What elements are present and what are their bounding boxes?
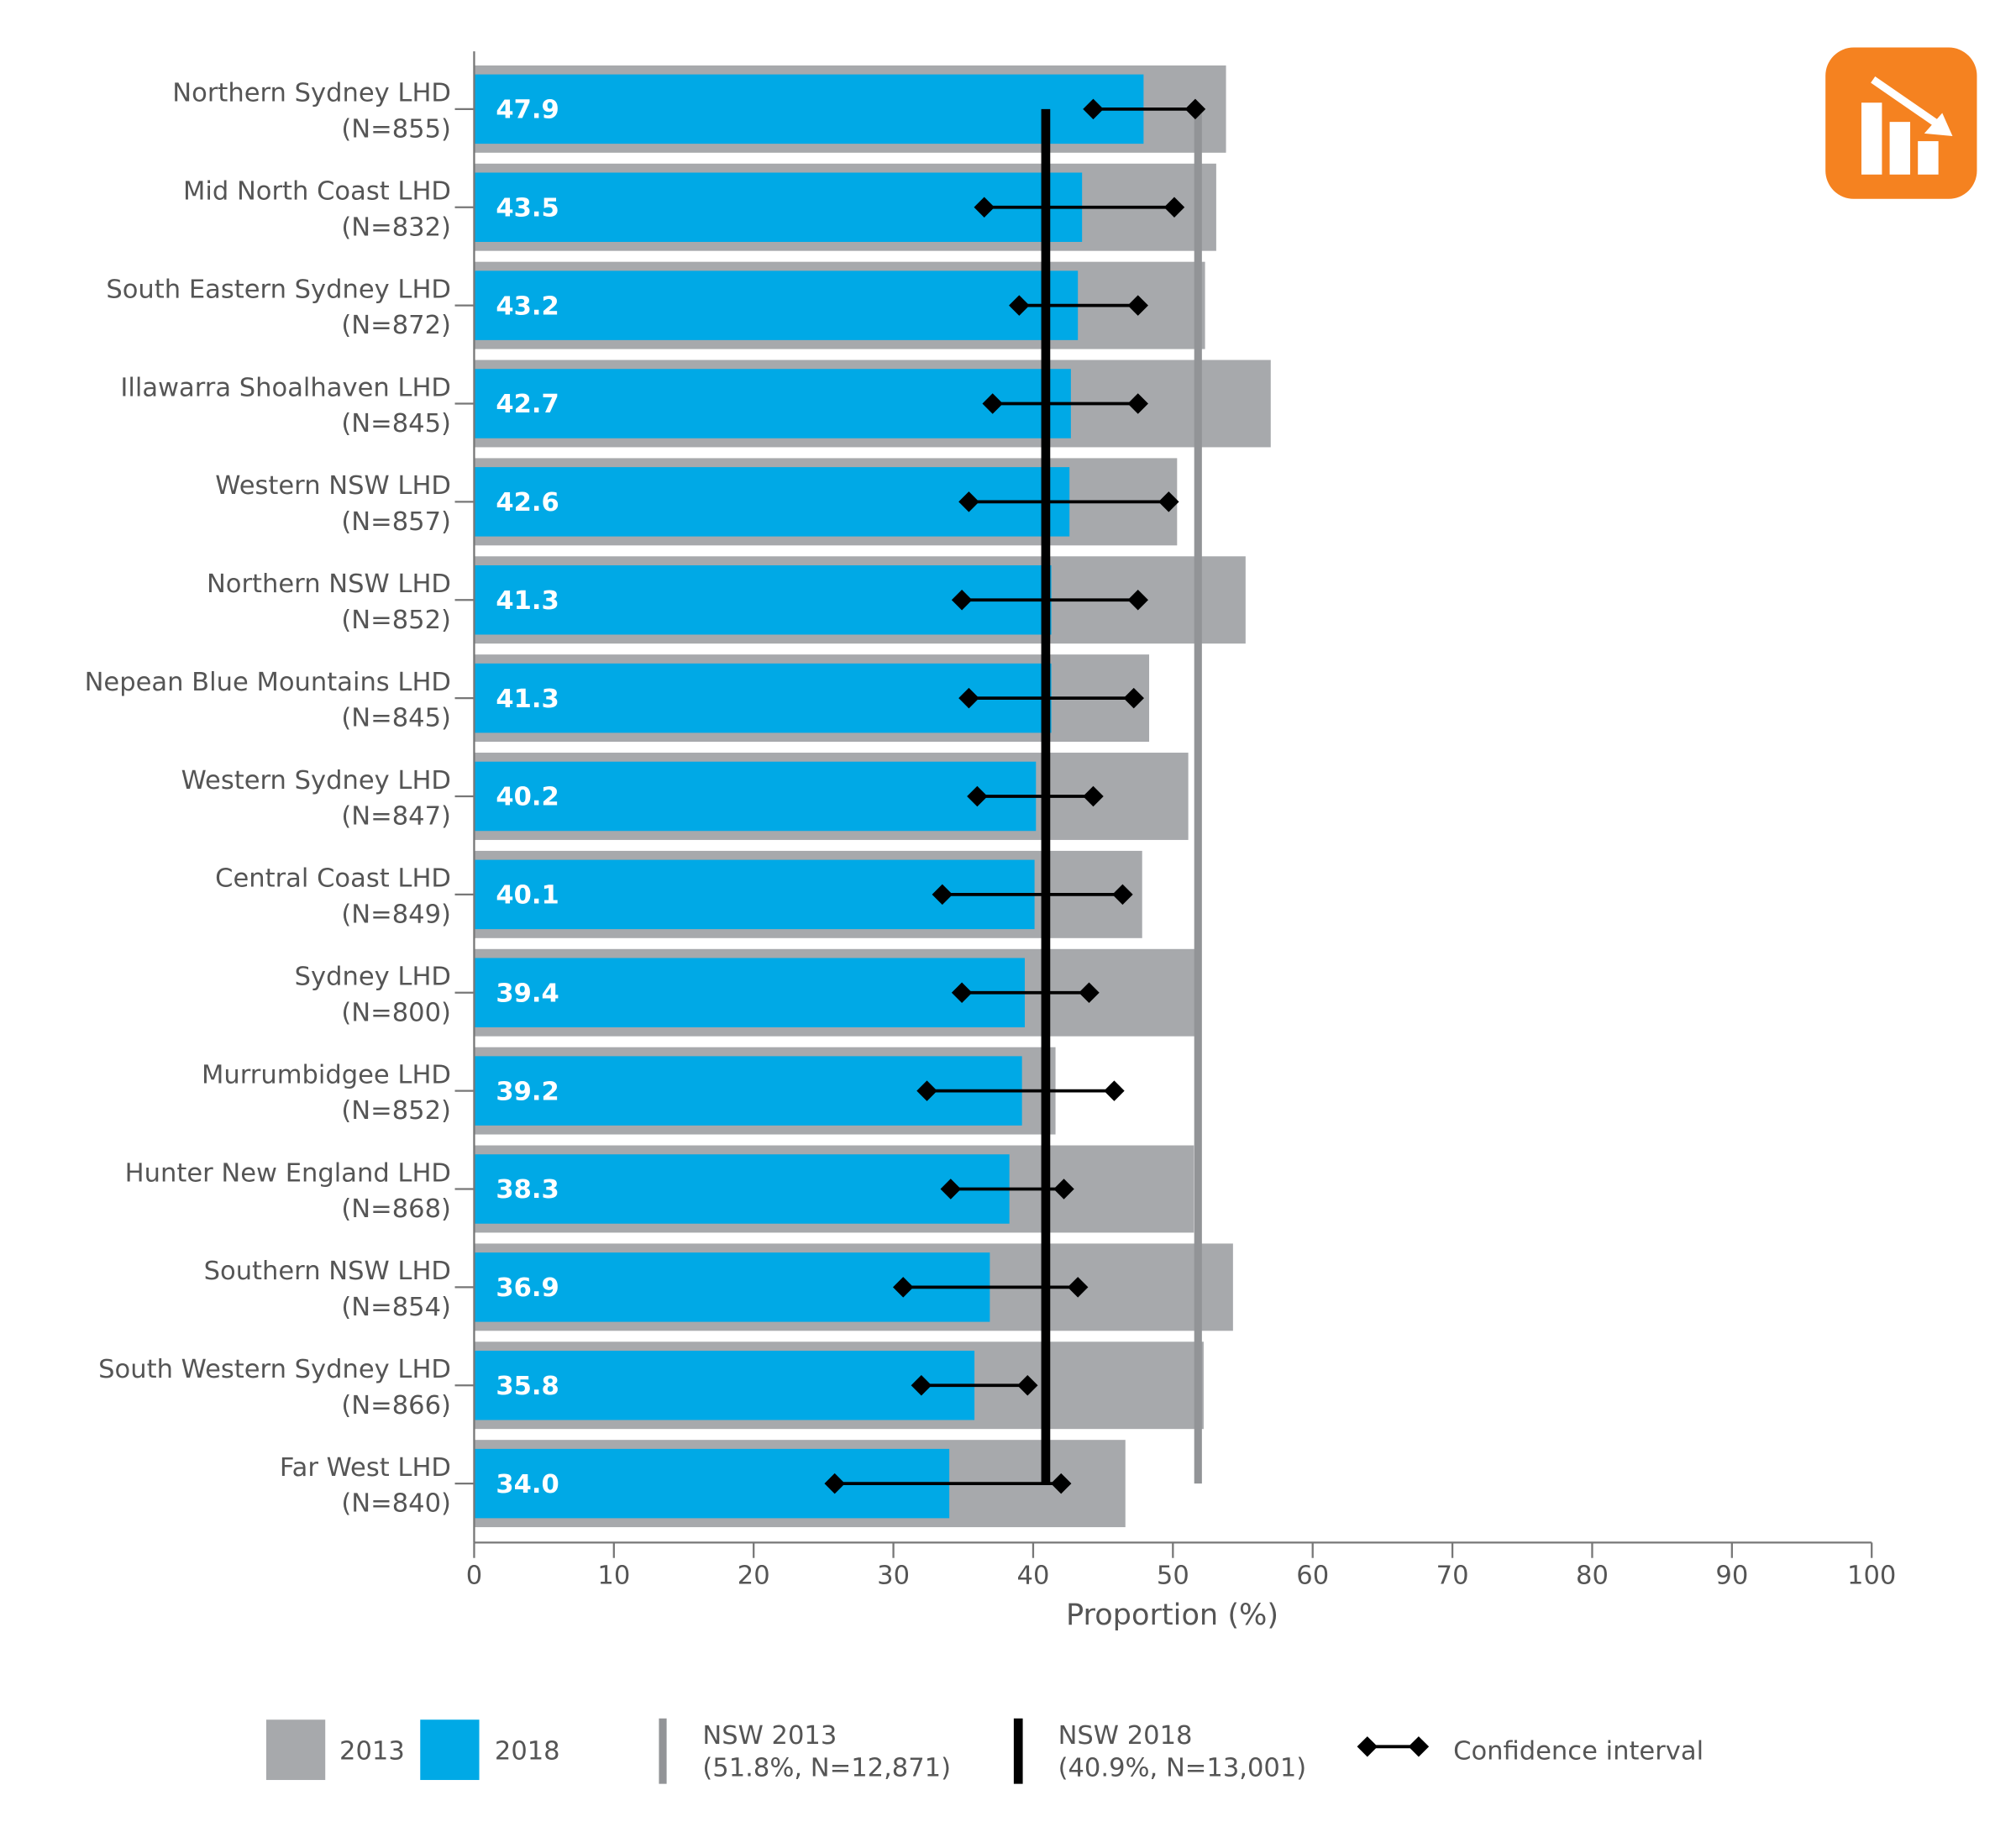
ci-lower [958,687,979,709]
sample-size-label: (N=840) [341,1489,451,1519]
category-label: Western NSW LHD [215,471,451,501]
sample-size-label: (N=866) [341,1391,451,1420]
value-label: 39.2 [496,1077,559,1106]
legend-label: (40.9%, N=13,001) [1058,1753,1307,1782]
sample-size-label: (N=852) [341,606,451,635]
bar-2018 [474,270,1079,340]
category-label: Far West LHD [280,1453,451,1483]
x-tick-label: 30 [877,1561,910,1590]
ci-lower [824,1473,845,1494]
bar-2018 [474,761,1037,832]
sample-size-label: (N=855) [341,114,451,144]
x-tick-label: 80 [1576,1561,1609,1590]
category-label: Northern Sydney LHD [172,79,451,108]
category-label: Northern NSW LHD [207,570,451,599]
x-tick-label: 60 [1296,1561,1329,1590]
legend-ci-diamond [1357,1736,1378,1757]
bar-2018 [474,1154,1010,1224]
ci-lower [951,590,973,611]
sample-size-label: (N=868) [341,1194,451,1224]
value-label: 39.4 [496,979,559,1008]
x-axis-title: Proportion (%) [1066,1598,1278,1632]
x-tick-label: 100 [1847,1561,1896,1590]
ci-upper [1184,98,1206,120]
ci-lower [967,785,988,807]
ci-upper [1104,1080,1125,1101]
sample-size-label: (N=849) [341,900,451,929]
sample-size-label: (N=800) [341,998,451,1027]
x-tick-label: 10 [597,1561,630,1590]
sample-size-label: (N=852) [341,1096,451,1126]
ci-upper [1123,687,1144,709]
bar-2018 [474,74,1144,144]
legend-label: Confidence interval [1453,1737,1704,1767]
legend-label: 2013 [339,1737,405,1767]
sample-size-label: (N=854) [341,1293,451,1322]
category-label: Central Coast LHD [215,864,451,894]
value-label: 34.0 [496,1470,559,1499]
ci-lower [911,1375,932,1396]
value-label: 43.5 [496,193,559,223]
x-tick-label: 40 [1017,1561,1050,1590]
category-label: Nepean Blue Mountains LHD [85,668,451,697]
sample-size-label: (N=857) [341,507,451,537]
value-label: 41.3 [496,586,559,616]
legend-label: 2018 [495,1737,560,1767]
x-tick-label: 20 [738,1561,770,1590]
legend-swatch [265,1719,326,1781]
category-label: Southern NSW LHD [204,1257,451,1286]
value-label: 40.1 [496,881,559,911]
value-label: 36.9 [496,1273,559,1303]
bar-2018 [474,1350,975,1420]
value-label: 47.9 [496,96,559,125]
bar-2018 [474,369,1071,438]
x-tick-label: 70 [1436,1561,1469,1590]
value-label: 38.3 [496,1175,559,1205]
bar-2018 [474,663,1052,733]
sample-size-label: (N=872) [341,311,451,340]
sample-size-label: (N=847) [341,802,451,832]
value-label: 42.7 [496,390,559,419]
value-label: 43.2 [496,291,559,321]
legend-label: NSW 2013 [702,1721,837,1751]
category-label: Mid North Coast LHD [183,177,451,207]
ci-lower [982,393,1003,414]
category-label: Illawarra Shoalhaven LHD [120,373,451,402]
value-label: 41.3 [496,685,559,714]
category-label: Murrumbidgee LHD [202,1060,451,1089]
sample-size-label: (N=845) [341,409,451,438]
value-label: 40.2 [496,783,559,812]
bar-2018 [474,958,1025,1027]
legend-ci-diamond [1408,1736,1430,1757]
x-tick-label: 50 [1157,1561,1189,1590]
report-icon [1825,47,1977,199]
legend-label: NSW 2018 [1058,1721,1193,1751]
legend-label: (51.8%, N=12,871) [702,1753,951,1782]
category-label: Hunter New England LHD [125,1158,451,1188]
value-label: 35.8 [496,1372,559,1401]
sample-size-label: (N=845) [341,704,451,733]
x-tick-label: 0 [466,1561,482,1590]
legend-swatch [420,1719,480,1781]
category-label: South Eastern Sydney LHD [106,275,451,304]
ci-lower [958,491,979,512]
category-label: Sydney LHD [295,963,451,992]
value-label: 42.6 [496,488,559,517]
category-label: South Western Sydney LHD [98,1355,451,1384]
sample-size-label: (N=832) [341,213,451,242]
x-tick-label: 90 [1715,1561,1748,1590]
category-label: Western Sydney LHD [181,766,451,795]
